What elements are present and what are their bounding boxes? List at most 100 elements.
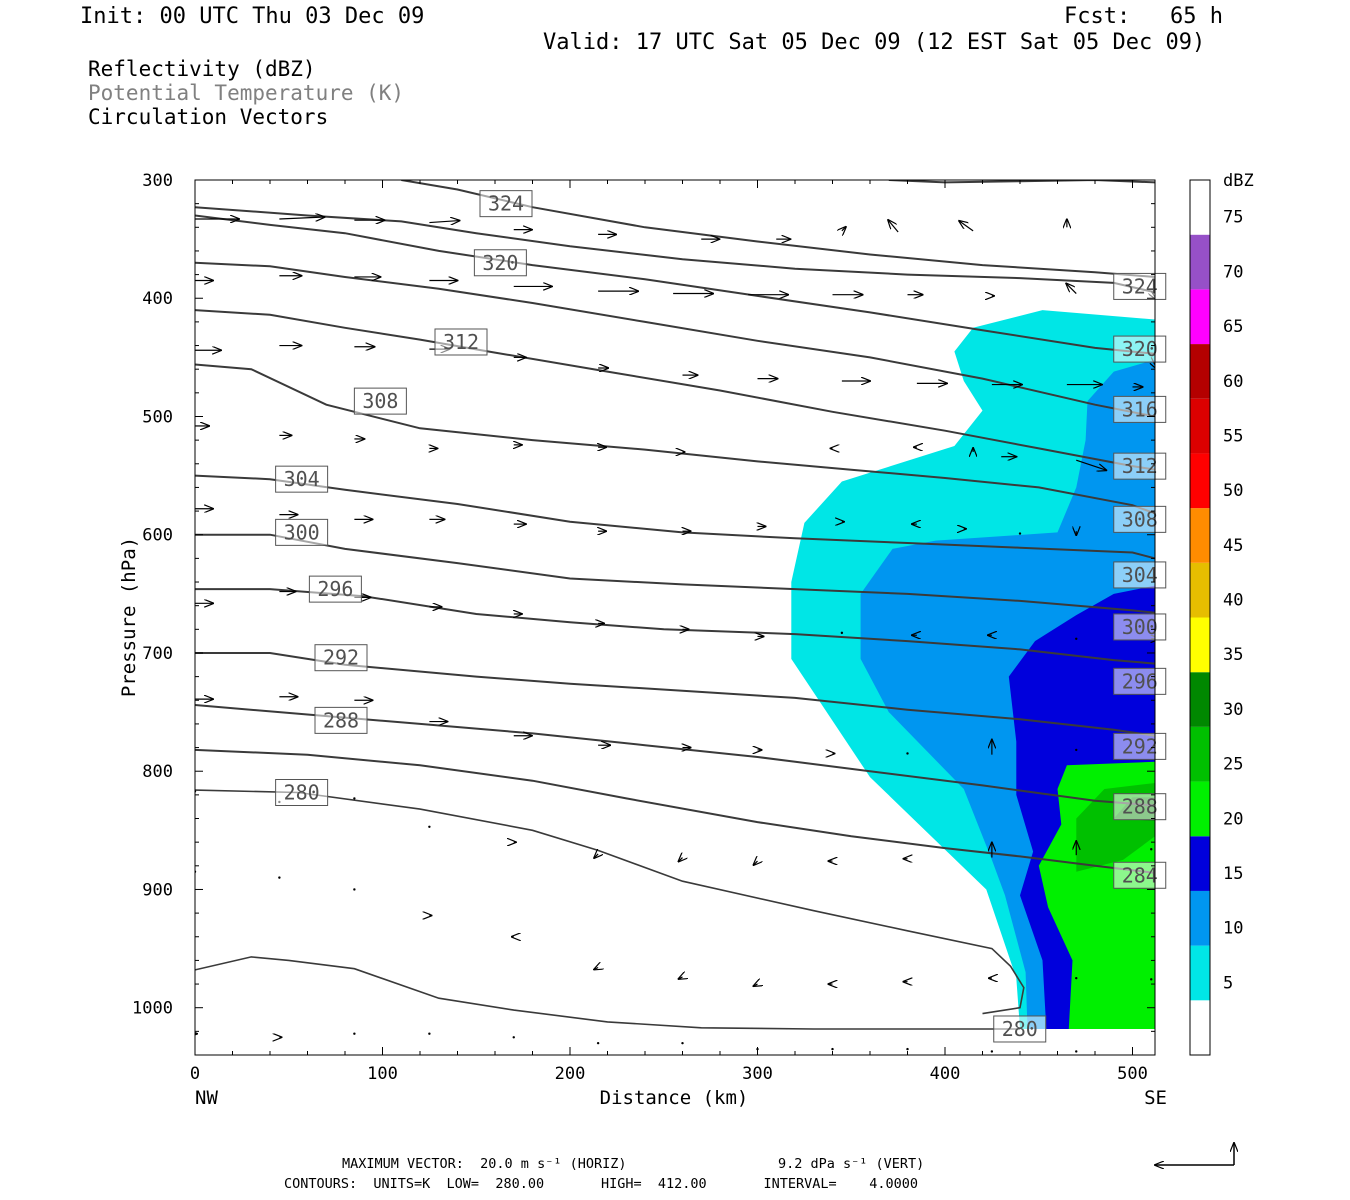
contour-label: 296 xyxy=(1113,667,1167,695)
x-tick-label: 500 xyxy=(1117,1064,1148,1084)
circulation-vector xyxy=(1075,637,1078,640)
colorbar-frame xyxy=(1189,179,1211,1056)
circulation-vector xyxy=(512,1036,515,1039)
x-tick-label: 200 xyxy=(555,1064,586,1084)
colorbar-swatch-20 xyxy=(1190,781,1210,837)
x-axis-left-end-label: NW xyxy=(195,1087,218,1109)
circulation-vector xyxy=(990,1050,994,1053)
x-axis-right-end-label: SE xyxy=(1144,1087,1167,1109)
y-tick-label: 400 xyxy=(142,289,173,309)
colorbar-swatch-70 xyxy=(1190,234,1210,290)
contour-info: CONTOURS: UNITS=K LOW= 280.00 HIGH= 412.… xyxy=(284,1176,918,1192)
svg-text:324: 324 xyxy=(488,192,524,216)
theta-contour-312 xyxy=(195,309,1155,471)
y-axis-label: Pressure (hPa) xyxy=(118,537,140,697)
contour-label: 308 xyxy=(353,387,407,415)
contour-label: 320 xyxy=(1113,335,1167,363)
y-tick-label: 800 xyxy=(142,762,173,782)
colorbar-label: 30 xyxy=(1223,700,1243,720)
x-tick-label: 100 xyxy=(367,1064,398,1084)
colorbar-swatch-30 xyxy=(1190,672,1210,727)
svg-text:320: 320 xyxy=(1122,337,1158,361)
svg-text:284: 284 xyxy=(1122,863,1158,887)
circulation-vector xyxy=(353,797,356,800)
max-vector-horizontal: MAXIMUM VECTOR: 20.0 m s⁻¹ (HORIZ) xyxy=(342,1156,627,1172)
colorbar-label: 25 xyxy=(1223,755,1243,775)
theta-contour-324 xyxy=(195,206,1155,294)
contour-label: 308 xyxy=(1113,505,1167,533)
svg-text:316: 316 xyxy=(1122,397,1158,421)
colorbar-swatch-40 xyxy=(1190,562,1210,618)
theta-contour-284 xyxy=(195,748,1155,874)
colorbar-label: 15 xyxy=(1223,864,1243,884)
contour-label: 292 xyxy=(1113,732,1167,760)
contour-label: 316 xyxy=(1113,395,1167,423)
plot-frame xyxy=(194,179,1156,1056)
reference-vector-icon xyxy=(1155,1143,1234,1165)
svg-text:312: 312 xyxy=(443,330,479,354)
max-vector-vertical: 9.2 dPa s⁻¹ (VERT) xyxy=(778,1156,925,1172)
colorbar-swatch-55 xyxy=(1190,398,1210,454)
svg-text:304: 304 xyxy=(284,467,320,491)
colorbar-swatch-35 xyxy=(1190,617,1210,673)
svg-text:300: 300 xyxy=(284,520,320,544)
x-tick-label: 300 xyxy=(742,1064,773,1084)
field-potential-temperature: Potential Temperature (K) xyxy=(88,81,405,105)
colorbar-label: 20 xyxy=(1223,809,1243,829)
y-tick-label: 600 xyxy=(142,526,173,546)
circulation-vector xyxy=(679,977,683,979)
colorbar-swatch-15 xyxy=(1190,836,1210,891)
contour-label: 324 xyxy=(479,190,533,218)
circulation-vector xyxy=(754,984,758,986)
y-tick-label: 1000 xyxy=(132,999,173,1019)
colorbar-swatch-5 xyxy=(1190,945,1210,1001)
colorbar-label: 55 xyxy=(1223,426,1243,446)
y-tick-label: 300 xyxy=(142,171,173,191)
circulation-vector xyxy=(840,631,844,635)
circulation-vector xyxy=(353,888,356,891)
colorbar-swatch-10 xyxy=(1190,890,1210,946)
theta-contour-308 xyxy=(195,363,1155,515)
colorbar-swatch-50 xyxy=(1190,453,1210,509)
circulation-vector xyxy=(1075,976,1078,980)
contour-label: 280 xyxy=(275,779,329,806)
circulation-vector xyxy=(906,1047,909,1051)
circulation-vector xyxy=(906,752,909,755)
circulation-vector xyxy=(842,227,846,231)
circulation-vector xyxy=(594,968,598,970)
theta-contour-320 xyxy=(195,214,1155,355)
svg-text:292: 292 xyxy=(323,646,359,670)
circulation-vector xyxy=(1076,459,1106,470)
y-tick-label: 500 xyxy=(142,407,173,427)
svg-text:288: 288 xyxy=(323,708,359,732)
circulation-vector xyxy=(278,876,281,879)
svg-text:320: 320 xyxy=(482,251,518,275)
circulation-vector xyxy=(888,220,899,233)
svg-text:288: 288 xyxy=(1122,795,1158,819)
colorbar-swatch-25 xyxy=(1190,726,1210,782)
colorbar-label: 5 xyxy=(1223,973,1233,993)
circulation-vector xyxy=(831,1047,834,1051)
contour-label: 288 xyxy=(1113,793,1167,821)
circulation-vector xyxy=(429,221,459,223)
colorbar-label: 65 xyxy=(1223,317,1243,337)
contour-label: 312 xyxy=(1113,452,1167,480)
circulation-vector xyxy=(596,1041,600,1045)
x-axis-label: Distance (km) xyxy=(600,1087,749,1109)
circulation-vector xyxy=(353,1032,356,1035)
colorbar-swatch-65 xyxy=(1190,289,1210,345)
svg-text:280: 280 xyxy=(284,781,320,805)
circulation-vector xyxy=(1075,1050,1078,1053)
field-reflectivity: Reflectivity (dBZ) xyxy=(88,57,316,81)
colorbar-label: 40 xyxy=(1223,591,1243,611)
colorbar-label: 60 xyxy=(1223,372,1243,392)
x-tick-label: 0 xyxy=(190,1064,200,1084)
colorbar-swatch-45 xyxy=(1190,508,1210,563)
circulation-vector xyxy=(679,858,683,862)
contour-label-layer: 324 320 312 308 304 300 296 292 288 280 324 320 316 3… xyxy=(275,190,1167,1043)
circulation-vector xyxy=(1075,748,1078,752)
contour-label: 284 xyxy=(1113,861,1167,889)
svg-text:296: 296 xyxy=(317,577,353,601)
colorbar: 5 10 15 20 25 30 35 40 45 50 55 60 65 70 75 dBZ xyxy=(1189,171,1254,1056)
init-time: Init: 00 UTC Thu 03 Dec 09 xyxy=(80,4,425,29)
